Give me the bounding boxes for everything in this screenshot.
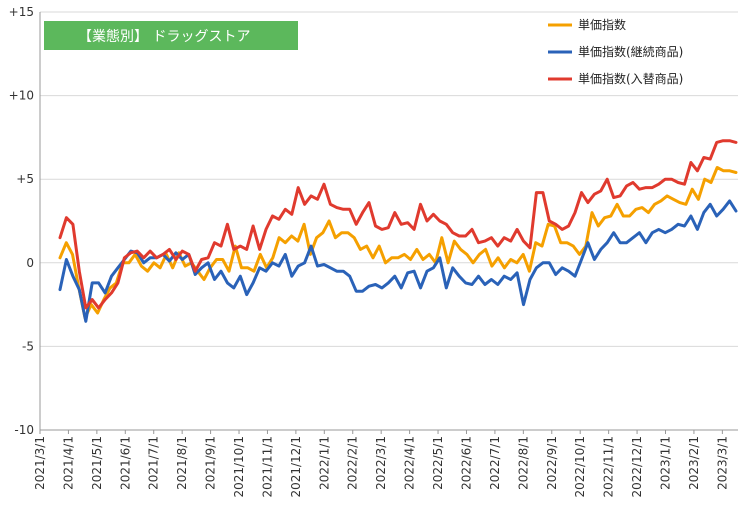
x-tick-label: 2021/11/1	[260, 436, 274, 498]
x-tick-label: 2021/10/1	[232, 436, 246, 498]
y-tick-label: 0	[26, 256, 34, 270]
gridlines	[40, 11, 738, 347]
x-tick-label: 2022/8/1	[516, 436, 530, 490]
x-tick-label: 2021/3/1	[33, 436, 47, 490]
y-tick-label: -10	[14, 423, 34, 437]
x-tick-label: 2023/1/1	[658, 436, 672, 490]
legend-label: 単価指数(継続商品)	[578, 44, 683, 59]
y-tick-label: +15	[9, 5, 34, 19]
x-tick-label: 2022/3/1	[374, 436, 388, 490]
x-tick-label: 2022/11/1	[602, 436, 616, 498]
x-tick-label: 2022/5/1	[431, 436, 445, 490]
x-tick-label: 2022/10/1	[573, 436, 587, 498]
legend-label: 単価指数(入替商品)	[578, 71, 683, 86]
x-tick-label: 2022/9/1	[545, 436, 559, 490]
x-tick-label: 2021/8/1	[175, 436, 189, 490]
y-tick-label: -5	[22, 339, 34, 353]
legend-label: 単価指数	[578, 17, 626, 32]
chart-title: 【業態別】 ドラッグストア	[78, 29, 250, 45]
x-tick-label: 2023/2/1	[687, 436, 701, 490]
x-tick-label: 2022/6/1	[459, 436, 473, 490]
x-tick-labels: 2021/3/1 2021/4/1 2021/5/1 2021/6/1 2021/7/1…	[33, 430, 729, 498]
x-tick-label: 2021/12/1	[289, 436, 303, 498]
x-tick-label: 2022/2/1	[346, 436, 360, 490]
axes	[39, 12, 738, 431]
title-badge: 【業態別】 ドラッグストア	[44, 21, 298, 50]
x-tick-label: 2022/1/1	[317, 436, 331, 490]
x-tick-label: 2021/4/1	[61, 436, 75, 490]
series-line-1	[58, 166, 738, 320]
x-tick-label: 2021/7/1	[147, 436, 161, 490]
x-tick-label: 2021/6/1	[118, 436, 132, 490]
x-tick-label: 2021/5/1	[90, 436, 104, 490]
title-badge-background	[44, 21, 298, 50]
y-tick-label: +10	[9, 89, 34, 103]
series-line-3	[58, 139, 738, 310]
y-tick-labels: +15 +10 +5 0 -5 -10	[9, 5, 34, 437]
x-tick-label: 2022/7/1	[488, 436, 502, 490]
y-tick-label: +5	[16, 172, 34, 186]
x-tick-label: 2022/12/1	[630, 436, 644, 498]
x-tick-label: 2022/4/1	[403, 436, 417, 490]
x-tick-label: 2021/9/1	[204, 436, 218, 490]
series-lines	[58, 139, 738, 323]
x-tick-label: 2023/3/1	[715, 436, 729, 490]
